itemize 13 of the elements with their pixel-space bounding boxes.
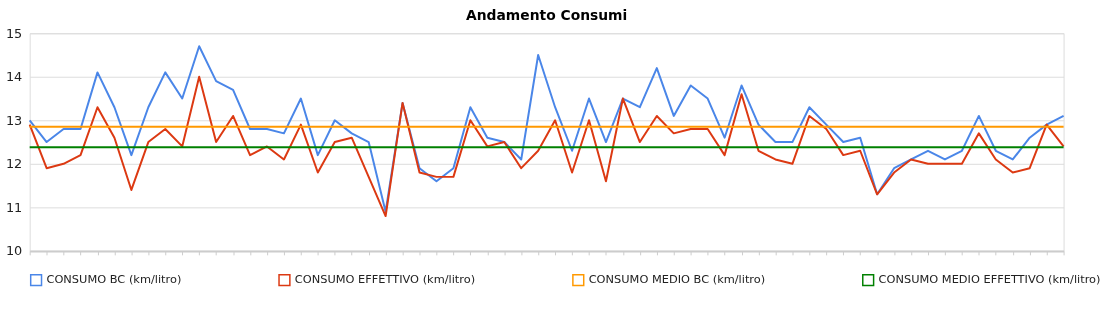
legend-label: CONSUMO EFFETTIVO (km/litro)	[294, 272, 476, 287]
line-series	[28, 75, 1065, 218]
y-tick-label: 12	[5, 156, 23, 172]
y-tick-label: 14	[5, 69, 23, 85]
legend-label: CONSUMO MEDIO BC (km/litro)	[588, 272, 766, 287]
y-tick-label: 15	[5, 25, 23, 41]
chart-title: Andamento Consumi	[466, 7, 628, 24]
legend-label: CONSUMO MEDIO EFFETTIVO (km/litro)	[878, 272, 1101, 287]
legend-label: CONSUMO BC (km/litro)	[46, 272, 182, 287]
y-tick-label: 10	[5, 243, 23, 259]
line-series	[28, 45, 1065, 213]
y-tick-label: 13	[5, 112, 23, 128]
y-tick-label: 11	[5, 199, 23, 215]
